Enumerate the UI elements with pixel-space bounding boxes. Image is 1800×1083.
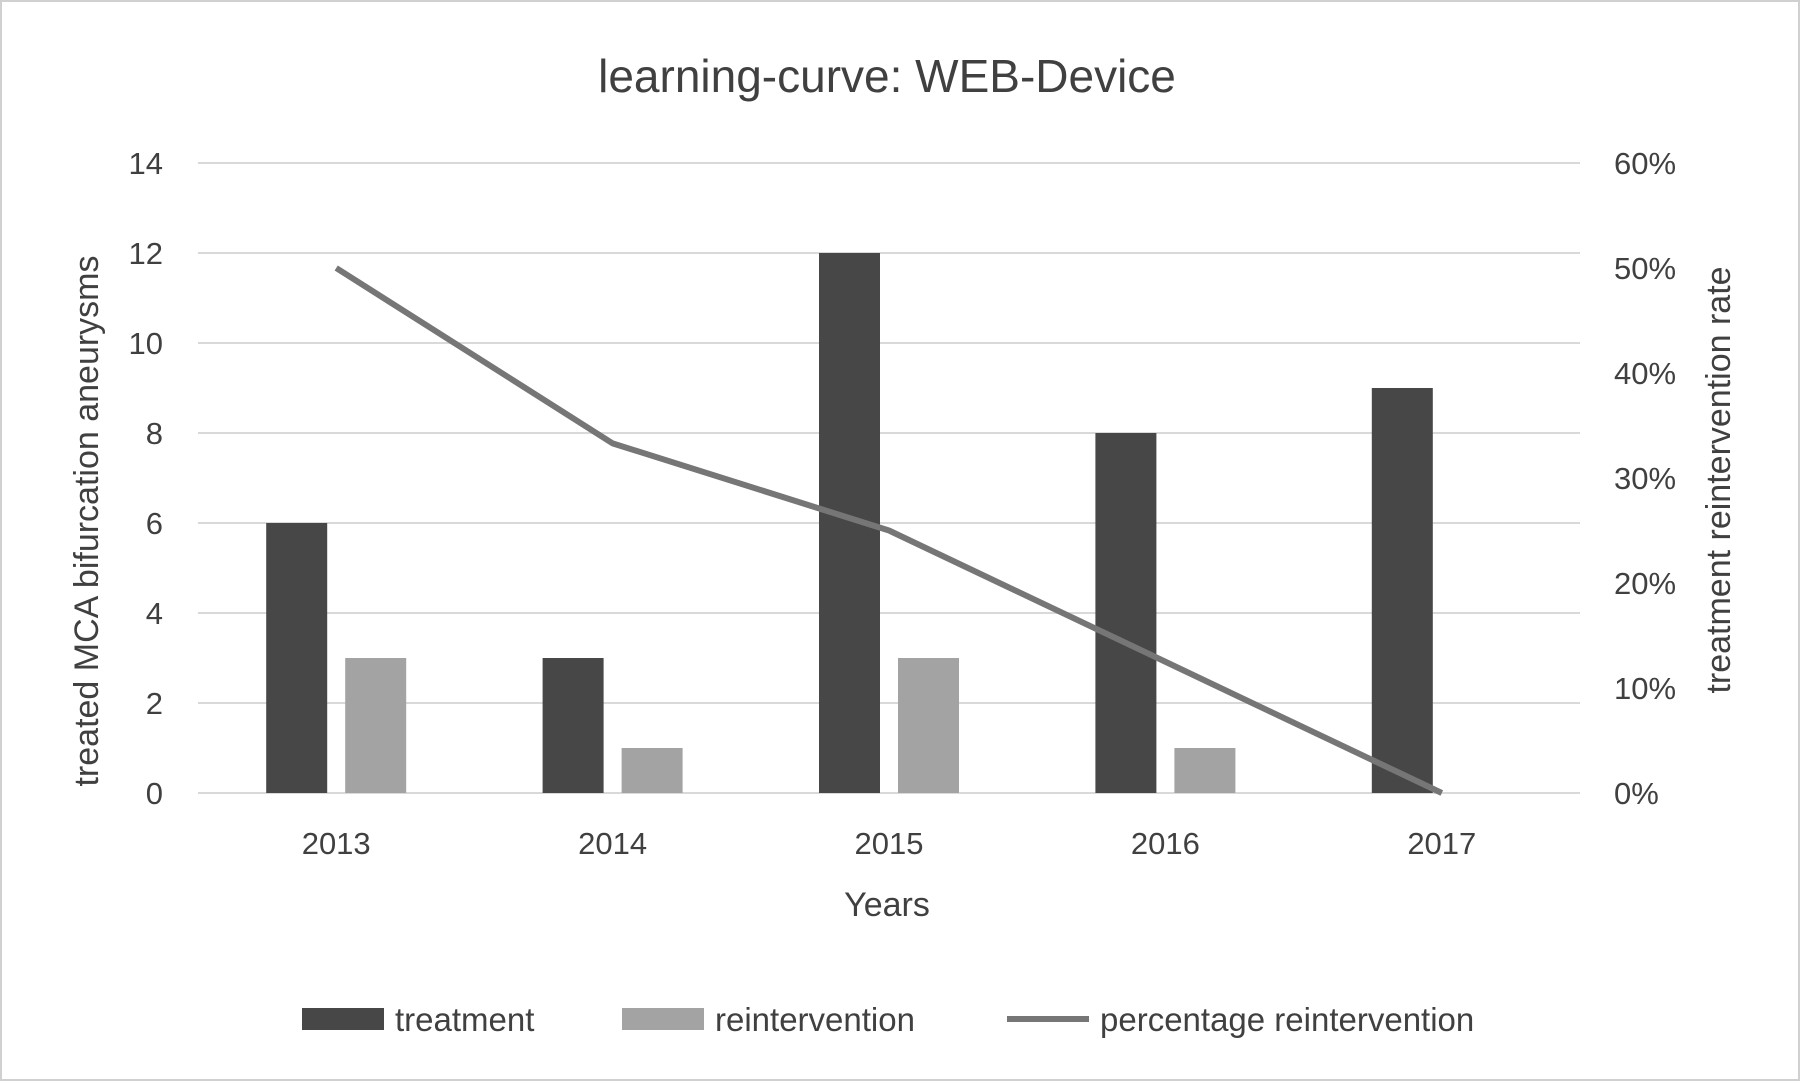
y-tick-label: 8 <box>146 416 163 451</box>
y-tick-label: 4 <box>146 596 163 631</box>
line-percentage-reintervention <box>334 265 1444 796</box>
legend-label-reintervention: reintervention <box>715 1001 915 1038</box>
y2-tick-label: 40% <box>1614 356 1676 391</box>
x-tick-label: 2014 <box>578 826 647 861</box>
x-axis-title: Years <box>844 886 930 924</box>
y2-tick-label: 30% <box>1614 461 1676 496</box>
bar-reintervention <box>898 658 959 793</box>
y-tick-label: 2 <box>146 686 163 721</box>
y-tick-label: 14 <box>129 146 163 181</box>
bar-reintervention <box>1174 748 1236 793</box>
gridlines <box>198 162 1580 794</box>
line-series <box>334 265 1444 796</box>
bar-treatment <box>1371 388 1433 793</box>
y2-axis-title: treatment reintervention rate <box>1700 266 1738 693</box>
y2-tick-label: 50% <box>1614 251 1676 286</box>
y-tick-label: 0 <box>146 776 163 811</box>
x-axis-ticks: 2013 2014 2015 2016 2017 <box>302 826 1477 861</box>
y2-tick-label: 0% <box>1614 776 1659 811</box>
x-tick-label: 2015 <box>855 826 924 861</box>
x-tick-label: 2016 <box>1131 826 1200 861</box>
x-tick-label: 2017 <box>1407 826 1476 861</box>
legend-swatch-reintervention <box>622 1008 704 1030</box>
x-tick-label: 2013 <box>302 826 371 861</box>
y2-tick-label: 20% <box>1614 566 1676 601</box>
chart-title: learning-curve: WEB-Device <box>598 50 1176 102</box>
y-axis-title: treated MCA bifurcation aneurysms <box>68 255 106 786</box>
bar-reintervention <box>621 748 683 793</box>
legend-swatch-treatment <box>302 1008 384 1030</box>
bar-treatment <box>266 523 328 793</box>
legend-label-percentage-reintervention: percentage reintervention <box>1100 1001 1474 1038</box>
y-axis-ticks: 0 2 4 6 8 10 12 14 <box>129 146 163 811</box>
y-tick-label: 12 <box>129 236 163 271</box>
bar-treatment <box>542 658 604 793</box>
y2-axis-ticks: 0% 10% 20% 30% 40% 50% 60% <box>1614 146 1676 811</box>
legend-label-treatment: treatment <box>395 1001 534 1038</box>
bar-reintervention <box>345 658 407 793</box>
y2-tick-label: 60% <box>1614 146 1676 181</box>
y2-tick-label: 10% <box>1614 671 1676 706</box>
legend: treatment reintervention percentage reinte… <box>302 1001 1474 1038</box>
y-tick-label: 10 <box>129 326 163 361</box>
bar-treatment <box>1095 433 1157 793</box>
y-tick-label: 6 <box>146 506 163 541</box>
